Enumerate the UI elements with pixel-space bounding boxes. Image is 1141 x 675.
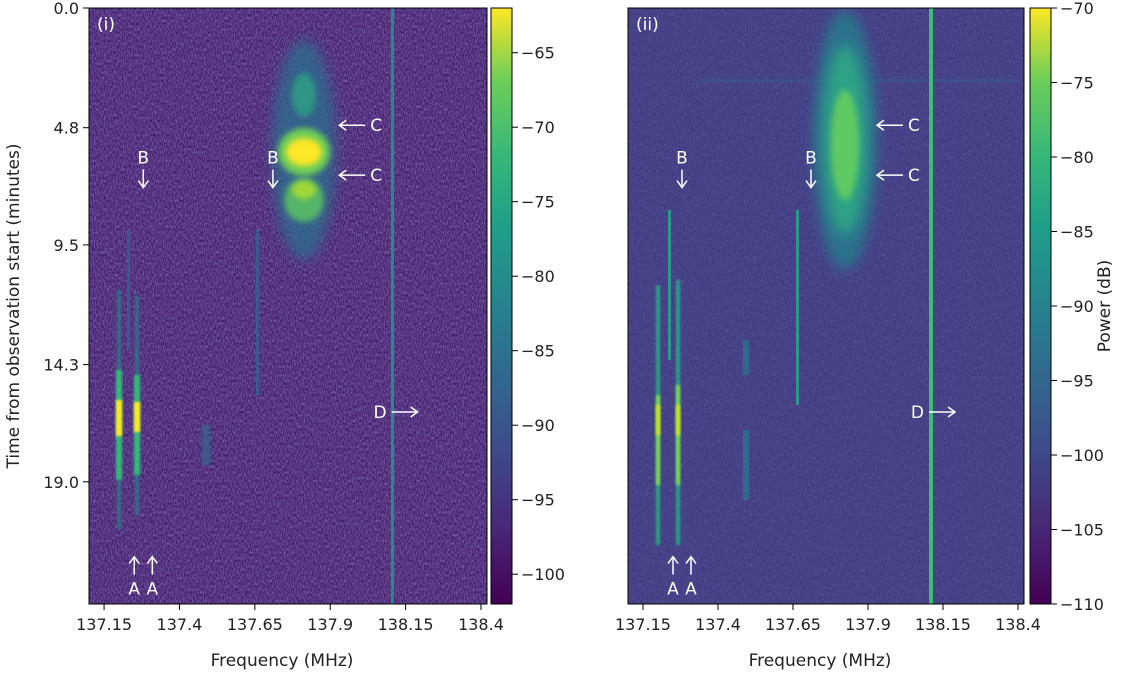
- colorbar-ticks-i: −65 −70 −75 −80 −85 −90 −95 −100: [512, 44, 565, 584]
- colorbar-ticks-ii: −70 −75 −80 −85 −90 −95 −100 −105 −110: [1051, 0, 1104, 614]
- x-tick-label: 137.15: [76, 615, 132, 634]
- colorbar-ii: [1029, 7, 1052, 605]
- x-tick-label: 137.65: [227, 615, 283, 634]
- y-tick-label: 4.8: [54, 119, 79, 138]
- annotation-b: B: [805, 149, 817, 189]
- colorbar-tick-label: −85: [1060, 223, 1094, 242]
- panel-label-i: (i): [97, 15, 115, 35]
- spectrogram-ii: [628, 8, 1024, 604]
- colorbar-tick-label: −90: [521, 416, 555, 435]
- annotation-label: A: [146, 580, 158, 600]
- panel-ii: (ii) 137.15 137.4 137.65 137.9 138.15 138.4 A…: [615, 0, 1115, 671]
- y-tick-label: 0.0: [54, 0, 79, 18]
- annotation-label: B: [676, 149, 688, 169]
- signal-b-ii: [743, 210, 799, 500]
- annotation-b: B: [676, 149, 688, 189]
- annotation-label: A: [128, 580, 140, 600]
- x-tick-label: 137.15: [615, 615, 671, 634]
- annotation-c: C: [875, 116, 920, 136]
- colorbar-tick-label: −75: [1060, 74, 1094, 93]
- colorbar-tick-label: −75: [521, 193, 555, 212]
- annotation-b: B: [267, 149, 279, 189]
- annotation-a: A: [146, 555, 158, 600]
- annotation-d: D: [374, 403, 419, 423]
- x-tick-label: 137.4: [695, 615, 741, 634]
- colorbar-tick-label: −105: [1060, 521, 1104, 540]
- y-axis-i: 0.0 4.8 9.5 14.3 19.0: [43, 0, 89, 492]
- x-tick-label: 137.65: [765, 615, 821, 634]
- annotation-label: C: [370, 116, 382, 136]
- panel-i: (i) 137.15 137.4 137.65 137.9 138.15 138.4 0.…: [4, 0, 565, 671]
- signal-a-ii: [656, 210, 680, 545]
- colorbar-tick-label: −70: [521, 118, 555, 137]
- x-axis-i: 137.15 137.4 137.65 137.9 138.15 138.4: [76, 604, 504, 634]
- annotation-label: B: [137, 149, 149, 169]
- x-tick-label: 137.9: [307, 615, 353, 634]
- x-tick-label: 137.4: [157, 615, 203, 634]
- annotation-label: C: [908, 116, 920, 136]
- annotation-d: D: [911, 403, 957, 423]
- colorbar-tick-label: −110: [1060, 595, 1104, 614]
- signal-d-i: [391, 8, 394, 604]
- annotation-label: A: [667, 580, 679, 600]
- panel-label-ii: (ii): [636, 15, 659, 35]
- colorbar-tick-label: −100: [1060, 446, 1104, 465]
- colorbar-tick-label: −85: [521, 342, 555, 361]
- y-tick-label: 14.3: [43, 356, 79, 375]
- axes-frame-i: [88, 7, 488, 605]
- annotation-c: C: [875, 166, 920, 186]
- x-tick-label: 137.9: [845, 615, 891, 634]
- annotations-ii: A A B B C C D: [667, 116, 957, 600]
- annotation-label: D: [374, 403, 387, 423]
- annotation-label: B: [267, 149, 279, 169]
- signal-c-i: [272, 40, 336, 260]
- x-tick-label: 138.15: [915, 615, 971, 634]
- annotation-a: A: [128, 555, 140, 600]
- x-tick-label: 138.15: [378, 615, 434, 634]
- colorbar-tick-label: −70: [1060, 0, 1094, 18]
- y-axis-label-i: Time from observation start (minutes): [4, 144, 24, 470]
- x-axis-label-i: Frequency (MHz): [211, 651, 354, 671]
- annotation-label: C: [370, 166, 382, 186]
- signal-c-ii: [813, 10, 877, 270]
- x-tick-label: 138.4: [995, 615, 1041, 634]
- colorbar-i: [490, 7, 513, 605]
- annotation-a: A: [685, 555, 697, 600]
- colorbar-tick-label: −80: [521, 267, 555, 286]
- y-tick-label: 19.0: [43, 473, 79, 492]
- colorbar-tick-label: −95: [521, 491, 555, 510]
- annotation-label: D: [911, 403, 924, 423]
- colorbar-tick-label: −95: [1060, 372, 1094, 391]
- colorbar-tick-label: −80: [1060, 148, 1094, 167]
- signal-a-i: [116, 230, 140, 530]
- annotation-a: A: [667, 555, 679, 600]
- annotation-c: C: [337, 166, 382, 186]
- x-tick-label: 138.4: [458, 615, 504, 634]
- annotation-label: A: [685, 580, 697, 600]
- annotations-i: A A B B C C D: [128, 116, 419, 600]
- axes-frame-ii: [627, 7, 1025, 605]
- annotation-c: C: [337, 116, 382, 136]
- spectrogram-i: [89, 8, 487, 604]
- x-axis-ii: 137.15 137.4 137.65 137.9 138.15 138.4: [615, 604, 1041, 634]
- colorbar-tick-label: −100: [521, 565, 565, 584]
- y-tick-label: 9.5: [54, 236, 79, 255]
- annotation-label: B: [805, 149, 817, 169]
- annotation-b: B: [137, 149, 149, 189]
- annotation-label: C: [908, 166, 920, 186]
- colorbar-tick-label: −65: [521, 44, 555, 63]
- colorbar-tick-label: −90: [1060, 297, 1094, 316]
- signal-b-i: [202, 230, 259, 465]
- signal-d-ii: [929, 8, 933, 604]
- colorbar-label-ii: Power (dB): [1095, 260, 1115, 353]
- x-axis-label-ii: Frequency (MHz): [749, 651, 892, 671]
